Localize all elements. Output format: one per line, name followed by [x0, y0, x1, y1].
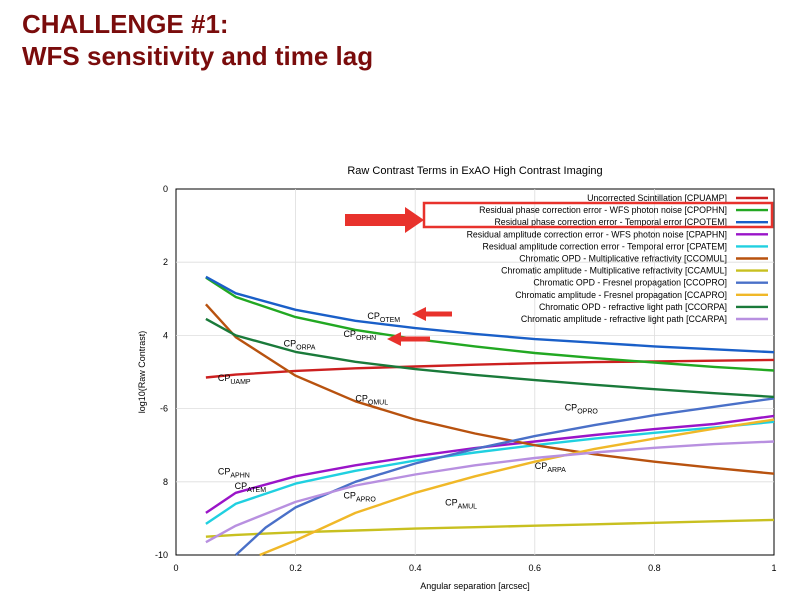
- series-line-1: [205, 276, 775, 372]
- legend-entry-label: Uncorrected Scintillation [CPUAMP]: [587, 193, 727, 203]
- curve-label-sub: ORPA: [296, 344, 316, 351]
- series-line-8: [259, 418, 775, 557]
- curve-label-amul: CPAMUL: [445, 498, 477, 511]
- curve-label-atem: CPATEM: [235, 481, 267, 494]
- curve-label-sub: AMUL: [458, 504, 478, 511]
- x-tick-label: 0.4: [409, 563, 422, 573]
- x-tick-label: 0: [173, 563, 178, 573]
- series-lines: [205, 275, 775, 557]
- curve-label-sub: UAMP: [230, 379, 251, 386]
- curve-label-aphn: CPAPHN: [218, 466, 250, 479]
- legend-entry-label: Chromatic OPD - Fresnel propagation [CCO…: [533, 278, 727, 288]
- y-tick-label: 2: [163, 257, 168, 267]
- curve-label-orpa: CPORPA: [284, 338, 316, 351]
- x-axis-label: Angular separation [arcsec]: [420, 581, 530, 591]
- curve-label-main: CP: [343, 490, 356, 500]
- curve-label-sub: OPHN: [356, 335, 376, 342]
- pointer-arrows: [345, 207, 452, 346]
- legend-entry-label: Residual phase correction error - WFS ph…: [479, 205, 727, 215]
- curve-label-otem: CPOTEM: [367, 311, 400, 324]
- y-tick-label: -10: [155, 550, 168, 560]
- series-line-5: [205, 303, 775, 475]
- legend-entry-label: Chromatic amplitude - Multiplicative ref…: [501, 266, 727, 276]
- arrow-to-cpophn: [387, 332, 430, 346]
- legend-entry-label: Residual amplitude correction error - WF…: [467, 229, 727, 239]
- curve-label-sub: ARPA: [547, 467, 566, 474]
- legend-entry-label: Chromatic amplitude - Fresnel propagatio…: [515, 290, 727, 300]
- legend-entry-label: Chromatic OPD - refractive light path [C…: [539, 302, 727, 312]
- curve-label-uamp: CPUAMP: [218, 373, 251, 386]
- x-tick-label: 1: [771, 563, 776, 573]
- legend-highlight-box: [422, 201, 774, 229]
- x-tick-label: 0.6: [529, 563, 542, 573]
- y-tick-label: 0: [163, 184, 168, 194]
- slide-title-line2: WFS sensitivity and time lag: [22, 41, 374, 71]
- series-line-2: [205, 275, 775, 354]
- legend-entry-label: Chromatic OPD - Multiplicative refractiv…: [519, 254, 727, 264]
- series-line-9: [205, 317, 775, 399]
- arrow-to-legend: [345, 207, 424, 233]
- series-line-7: [234, 397, 775, 556]
- series-line-0: [205, 358, 775, 379]
- axis-ticks: 0 0.2 0.4 0.6 0.8 1 0 2 4 -6 8 -10: [155, 184, 777, 573]
- series-line-6: [205, 518, 775, 538]
- y-tick-label: 4: [163, 330, 168, 340]
- x-tick-label: 0.8: [648, 563, 661, 573]
- curve-label-main: CP: [218, 373, 231, 383]
- curve-label-ophn: CPOPHN: [343, 329, 376, 342]
- curve-label-main: CP: [284, 338, 297, 348]
- curve-label-main: CP: [565, 402, 578, 412]
- curve-label-opro: CPOPRO: [565, 402, 599, 415]
- slide-title-line1: CHALLENGE #1:: [22, 9, 229, 39]
- legend-entry-label: Residual phase correction error - Tempor…: [494, 217, 727, 227]
- curve-label-sub: APHN: [230, 472, 249, 479]
- curve-label-sub: OMUL: [368, 399, 388, 406]
- curve-label-sub: ATEM: [247, 487, 266, 494]
- curve-label-sub: OPRO: [577, 408, 598, 415]
- series-line-4: [205, 420, 775, 525]
- curve-label-arpa: CPARPA: [535, 461, 566, 474]
- y-axis-label: log10(Raw Contrast): [137, 331, 147, 414]
- x-tick-label: 0.2: [289, 563, 302, 573]
- curve-label-sub: APRO: [356, 496, 376, 503]
- legend-entry-label: Residual amplitude correction error - Te…: [483, 241, 727, 251]
- curve-label-main: CP: [367, 311, 380, 321]
- y-tick-label: -6: [160, 404, 168, 414]
- arrow-to-cpotem: [412, 307, 452, 321]
- curve-label-main: CP: [445, 498, 458, 508]
- curve-label-main: CP: [343, 329, 356, 339]
- curve-label-omul: CPOMUL: [355, 393, 388, 406]
- chart-title: Raw Contrast Terms in ExAO High Contrast…: [347, 165, 602, 177]
- curve-label-main: CP: [535, 461, 548, 471]
- series-line-10: [205, 440, 775, 544]
- legend-entry-label: Chromatic amplitude - refractive light p…: [521, 314, 727, 324]
- curve-label-main: CP: [218, 466, 231, 476]
- legend: Uncorrected Scintillation [CPUAMP] Residu…: [467, 193, 768, 324]
- y-tick-label: 8: [163, 477, 168, 487]
- curve-label-main: CP: [235, 481, 248, 491]
- slide-title: CHALLENGE #1: WFS sensitivity and time l…: [22, 8, 373, 72]
- curve-label-sub: OTEM: [380, 317, 400, 324]
- curve-label-apro: CPAPRO: [343, 490, 376, 503]
- curve-label-main: CP: [355, 393, 368, 403]
